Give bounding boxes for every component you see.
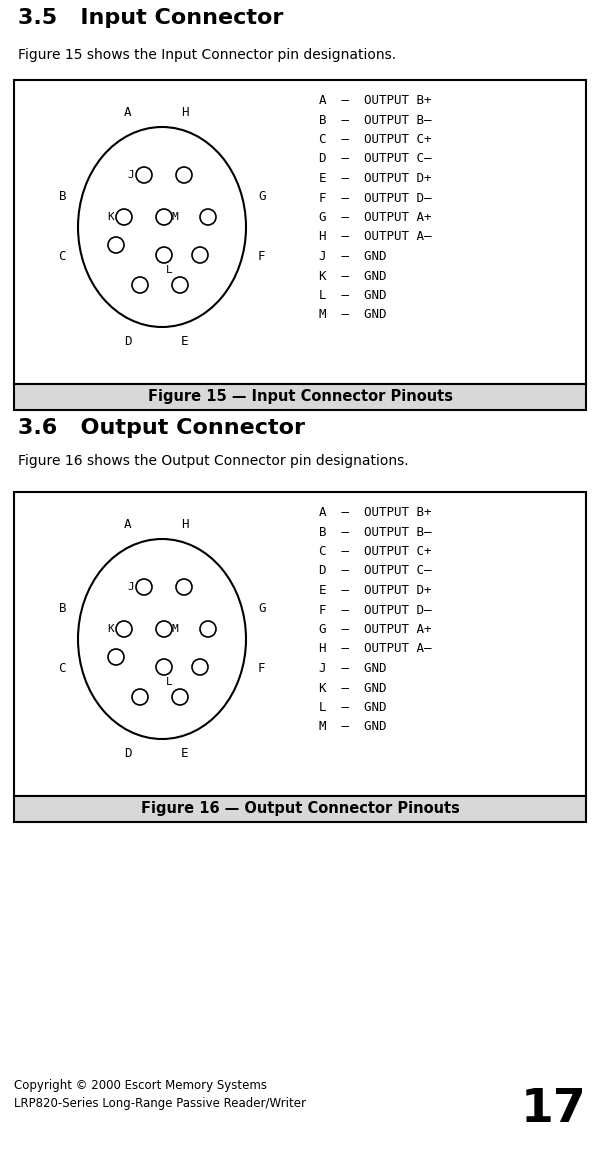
Text: M  –  GND: M – GND	[319, 720, 386, 733]
Text: E: E	[181, 335, 189, 347]
Text: C  –  OUTPUT C+: C – OUTPUT C+	[319, 132, 431, 146]
Text: 17: 17	[520, 1086, 586, 1132]
Text: G  –  OUTPUT A+: G – OUTPUT A+	[319, 211, 431, 224]
Text: D  –  OUTPUT C–: D – OUTPUT C–	[319, 565, 431, 578]
Bar	[14, 492, 586, 796]
Text: B  –  OUTPUT B–: B – OUTPUT B–	[319, 525, 431, 538]
Text: C  –  OUTPUT C+: C – OUTPUT C+	[319, 545, 431, 558]
Text: L: L	[166, 265, 173, 275]
Text: B  –  OUTPUT B–: B – OUTPUT B–	[319, 114, 431, 127]
Text: H  –  OUTPUT A–: H – OUTPUT A–	[319, 230, 431, 244]
Text: Figure 16 shows the Output Connector pin designations.: Figure 16 shows the Output Connector pin…	[18, 454, 409, 468]
Text: B: B	[59, 191, 66, 203]
Text: M: M	[172, 624, 179, 634]
Text: F  –  OUTPUT D–: F – OUTPUT D–	[319, 603, 431, 617]
Bar	[14, 796, 586, 822]
Text: E: E	[181, 747, 189, 760]
Text: Copyright © 2000 Escort Memory Systems
LRP820-Series Long-Range Passive Reader/W: Copyright © 2000 Escort Memory Systems L…	[14, 1079, 306, 1110]
Text: L  –  GND: L – GND	[319, 289, 386, 302]
Text: L: L	[166, 677, 173, 687]
Bar	[14, 80, 586, 383]
Text: A  –  OUTPUT B+: A – OUTPUT B+	[319, 505, 431, 519]
Text: H  –  OUTPUT A–: H – OUTPUT A–	[319, 643, 431, 655]
Text: H: H	[181, 106, 189, 119]
Text: L  –  GND: L – GND	[319, 701, 386, 713]
Text: A  –  OUTPUT B+: A – OUTPUT B+	[319, 94, 431, 107]
Text: K  –  GND: K – GND	[319, 270, 386, 282]
Text: Figure 16 — Output Connector Pinouts: Figure 16 — Output Connector Pinouts	[140, 802, 460, 817]
Text: B: B	[59, 603, 66, 616]
Text: J  –  GND: J – GND	[319, 662, 386, 675]
Text: G: G	[258, 603, 265, 616]
Text: K  –  GND: K – GND	[319, 681, 386, 695]
Bar	[14, 383, 586, 410]
Text: G  –  OUTPUT A+: G – OUTPUT A+	[319, 623, 431, 636]
Text: K: K	[107, 624, 114, 634]
Text: K: K	[107, 211, 114, 222]
Text: C: C	[59, 251, 66, 264]
Text: J: J	[127, 582, 134, 591]
Text: 3.6   Output Connector: 3.6 Output Connector	[18, 418, 305, 438]
Text: J  –  GND: J – GND	[319, 250, 386, 263]
Text: A: A	[124, 518, 131, 531]
Text: Figure 15 — Input Connector Pinouts: Figure 15 — Input Connector Pinouts	[148, 389, 452, 404]
Text: M: M	[172, 211, 179, 222]
Text: J: J	[127, 170, 134, 180]
Text: D: D	[124, 747, 131, 760]
Text: F: F	[258, 662, 265, 675]
Text: M  –  GND: M – GND	[319, 308, 386, 322]
Text: G: G	[258, 191, 265, 203]
Text: D: D	[124, 335, 131, 347]
Text: F: F	[258, 251, 265, 264]
Text: 3.5   Input Connector: 3.5 Input Connector	[18, 8, 283, 28]
Text: A: A	[124, 106, 131, 119]
Text: E  –  OUTPUT D+: E – OUTPUT D+	[319, 172, 431, 185]
Text: H: H	[181, 518, 189, 531]
Text: C: C	[59, 662, 66, 675]
Text: D  –  OUTPUT C–: D – OUTPUT C–	[319, 152, 431, 165]
Text: Figure 15 shows the Input Connector pin designations.: Figure 15 shows the Input Connector pin …	[18, 48, 396, 62]
Text: F  –  OUTPUT D–: F – OUTPUT D–	[319, 192, 431, 205]
Text: E  –  OUTPUT D+: E – OUTPUT D+	[319, 584, 431, 597]
